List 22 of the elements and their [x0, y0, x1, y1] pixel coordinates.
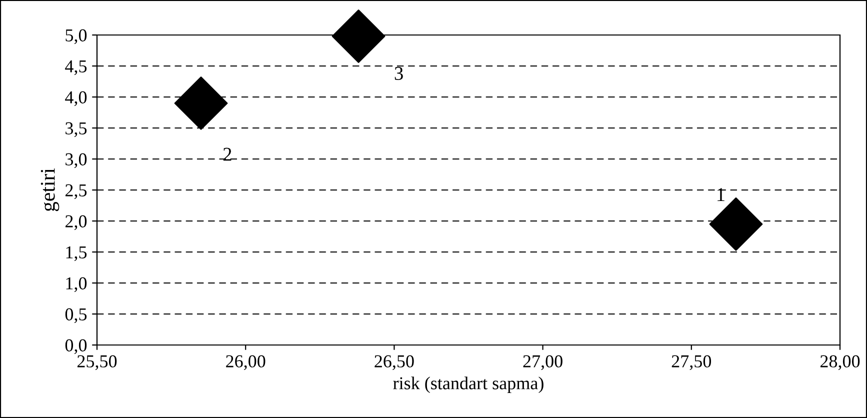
annotation: 3 [394, 66, 403, 80]
x-tick-label: 27,50 [672, 355, 712, 370]
y-axis-title: getiri [40, 168, 60, 212]
y-tick-label: 3,0 [66, 153, 87, 168]
y-tick-label: 2,5 [66, 184, 87, 200]
y-tick-label: 5,0 [66, 29, 87, 44]
x-tick-label: 26,50 [374, 355, 414, 370]
x-tick-label: 27,00 [523, 355, 562, 370]
point [174, 76, 228, 130]
y-tick-label: 4,0 [65, 91, 87, 106]
point [332, 10, 386, 63]
y-tick-label: 1,5 [66, 246, 87, 262]
y-tick-label: 0,0 [65, 339, 87, 354]
x-tick-label: 25,50 [77, 355, 117, 370]
y-tick-label: 3,5 [66, 122, 87, 138]
y-tick-label: 4,5 [65, 60, 87, 76]
y-tick-label: 1,0 [66, 277, 87, 292]
x-axis-title: risk (standart sapma) [393, 376, 544, 394]
y-tick-label: 2,0 [66, 215, 87, 230]
x-tick-label: 26,00 [226, 355, 266, 370]
y-tick-label: 0,5 [65, 308, 87, 324]
x-tick-label: 28,00 [820, 355, 860, 370]
